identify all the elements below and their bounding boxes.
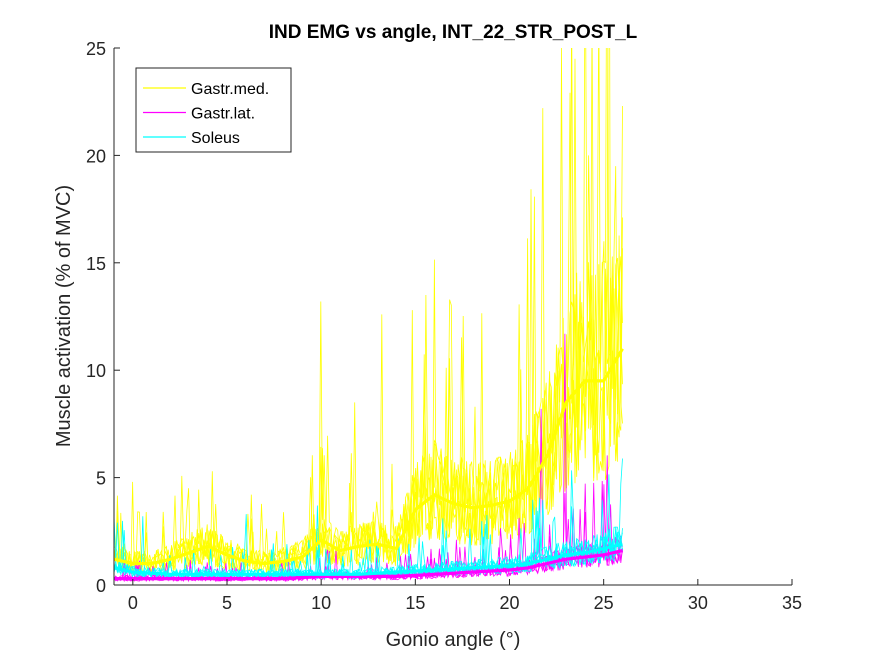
gastr-med-trial-line (114, 48, 623, 573)
gastr-med-trial-line (114, 48, 623, 574)
y-tick-label: 5 (96, 469, 106, 489)
y-tick-label: 0 (96, 576, 106, 596)
legend-label-soleus: Soleus (191, 130, 240, 147)
chart-title: IND EMG vs angle, INT_22_STR_POST_L (269, 22, 638, 43)
gastr-lat-mean-line (114, 549, 623, 581)
plot-area (114, 48, 624, 583)
legend-label-gastr-lat: Gastr.lat. (191, 106, 255, 123)
x-tick-label: 30 (688, 593, 708, 613)
legend: Gastr.med. Gastr.lat. Soleus (135, 67, 292, 153)
x-tick-label: 0 (128, 593, 138, 613)
legend-label-gastr-med: Gastr.med. (191, 81, 269, 98)
y-axis-label: Muscle activation (% of MVC) (53, 185, 75, 447)
x-tick-label: 20 (499, 593, 519, 613)
axes: 0 5 10 15 20 25 30 35 0 5 10 15 20 25 (86, 39, 802, 613)
x-axis-label: Gonio angle (°) (386, 629, 521, 651)
x-tick-label: 35 (782, 593, 802, 613)
x-tick-label: 10 (311, 593, 331, 613)
x-tick-label: 25 (594, 593, 614, 613)
y-tick-label: 20 (86, 146, 106, 166)
y-tick-label: 15 (86, 254, 106, 274)
legend-box (135, 67, 292, 153)
gastr-med-mean-line (114, 347, 624, 566)
x-tick-label: 15 (405, 593, 425, 613)
y-tick-label: 25 (86, 39, 106, 59)
x-tick-label: 5 (222, 593, 232, 613)
y-tick-label: 10 (86, 361, 106, 381)
soleus-mean-line (114, 542, 623, 576)
